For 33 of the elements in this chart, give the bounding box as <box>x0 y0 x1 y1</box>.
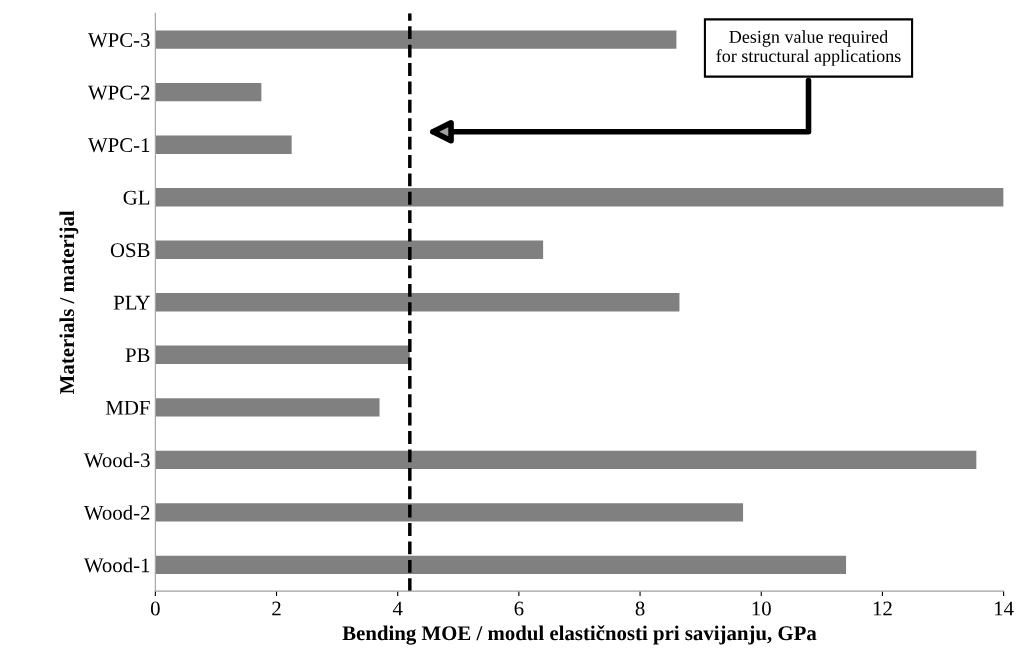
y-axis-title: Materials / materijal <box>59 210 79 394</box>
bar <box>155 398 380 417</box>
x-tick-label: 12 <box>873 601 892 616</box>
y-tick-label: Wood-2 <box>83 505 150 520</box>
y-tick-label: PLY <box>113 295 150 310</box>
bar <box>155 240 544 259</box>
bar <box>155 450 977 470</box>
y-tick-label: WPC-1 <box>88 138 150 153</box>
y-tick-label: GL <box>123 190 150 205</box>
y-tick-label: Wood-1 <box>83 557 150 573</box>
bar <box>155 503 744 522</box>
y-tick-label: PB <box>125 348 150 363</box>
bar <box>155 555 847 575</box>
y-tick-label: WPC-2 <box>88 85 150 100</box>
bar <box>155 135 292 154</box>
y-tick-label: Wood-3 <box>83 452 150 468</box>
bar <box>155 345 410 364</box>
bar <box>155 30 677 49</box>
bar <box>155 188 1004 207</box>
x-tick-label: 8 <box>635 601 645 616</box>
annotation: Design value required for structural applications <box>716 30 901 66</box>
bar <box>155 293 680 312</box>
x-axis-title: Bending MOE / modul elastičnosti pri savijanju, GPa <box>342 625 817 645</box>
x-tick-label: 2 <box>272 601 281 616</box>
x-tick-label: 10 <box>752 601 771 616</box>
x-tick-label: 14 <box>995 601 1014 616</box>
y-tick-label: MDF <box>105 400 150 415</box>
bar <box>155 82 262 102</box>
x-tick-label: 4 <box>392 601 403 616</box>
x-tick-label: 6 <box>514 601 524 616</box>
y-tick-label: OSB <box>110 243 150 258</box>
x-tick-label: 0 <box>150 601 160 616</box>
y-tick-label: WPC-3 <box>88 33 150 48</box>
